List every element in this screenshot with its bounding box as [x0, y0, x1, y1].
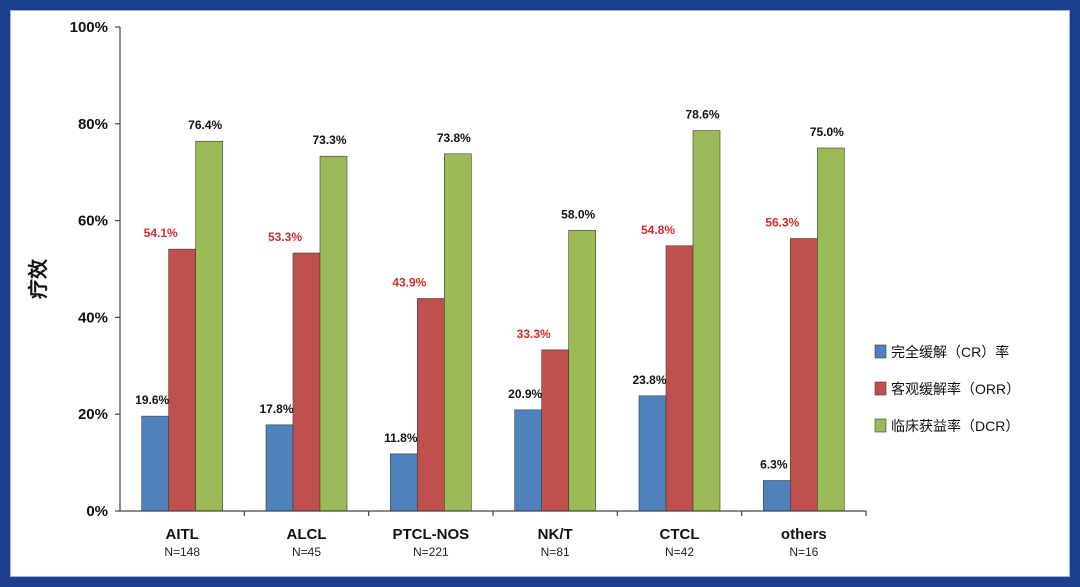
data-label: 73.3%: [312, 133, 346, 147]
bar: [541, 349, 569, 512]
bar-chart: 19.6% 54.1% 76.4% 17.8% 53.3% 73.3% 11.8% 43.9%…: [26, 19, 1020, 559]
data-label: 56.3%: [765, 216, 799, 230]
bar: [444, 153, 472, 512]
bar: [168, 248, 196, 512]
data-label: 11.8%: [384, 431, 418, 445]
data-label: 19.6%: [135, 393, 169, 407]
bar: [141, 415, 169, 512]
chart-panel: 19.6% 54.1% 76.4% 17.8% 53.3% 73.3% 11.8% 43.9%…: [10, 10, 1070, 577]
bar: [390, 453, 418, 512]
data-label: 54.8%: [641, 223, 675, 237]
category-label: AITL: [166, 526, 199, 543]
bar: [665, 245, 694, 512]
sample-size-label: N=148: [164, 545, 200, 559]
bar: [692, 130, 721, 512]
bar: [514, 409, 542, 512]
legend-swatch: [874, 418, 887, 433]
y-tick-label: 0%: [86, 503, 108, 520]
data-label: 6.3%: [760, 458, 788, 472]
data-label: 23.8%: [632, 373, 666, 387]
data-label: 53.3%: [268, 230, 302, 244]
sample-size-label: N=42: [665, 545, 694, 559]
data-label: 33.3%: [517, 327, 551, 341]
category-label: CTCL: [660, 526, 700, 543]
data-label: 58.0%: [561, 207, 595, 221]
bar: [292, 252, 321, 512]
y-tick-label: 80%: [78, 116, 108, 133]
y-tick-label: 40%: [78, 309, 108, 326]
data-label: 73.8%: [437, 131, 471, 145]
bar: [817, 147, 845, 512]
legend-swatch: [874, 344, 887, 359]
bar: [319, 155, 348, 512]
y-tick-label: 20%: [78, 406, 108, 423]
y-tick-label: 60%: [78, 213, 108, 230]
data-label: 54.1%: [144, 226, 178, 240]
category-label: NK/T: [538, 526, 573, 543]
legend-swatch: [874, 381, 887, 396]
category-label: others: [781, 526, 827, 543]
legend-label: 客观缓解率（ORR）: [891, 381, 1020, 397]
data-label: 43.9%: [392, 276, 426, 290]
data-label: 75.0%: [810, 125, 844, 139]
data-label: 78.6%: [685, 108, 719, 122]
bar: [568, 229, 596, 512]
sample-size-label: N=221: [413, 545, 449, 559]
bar: [195, 140, 223, 512]
bar: [265, 424, 294, 512]
data-label: 76.4%: [188, 118, 222, 132]
data-label: 20.9%: [508, 387, 542, 401]
data-label: 17.8%: [259, 402, 293, 416]
y-tick-label: 100%: [70, 19, 108, 36]
bar: [417, 298, 445, 512]
y-axis-label: 疗效: [26, 259, 50, 299]
bar: [638, 395, 667, 512]
category-label: PTCL-NOS: [392, 526, 469, 543]
legend-label: 完全缓解（CR）率: [891, 344, 1009, 360]
sample-size-label: N=16: [789, 545, 818, 559]
category-label: ALCL: [287, 526, 327, 543]
sample-size-label: N=81: [541, 545, 570, 559]
sample-size-label: N=45: [292, 545, 321, 559]
bar: [763, 480, 791, 512]
legend-label: 临床获益率（DCR）: [891, 418, 1019, 434]
bar: [790, 238, 818, 512]
